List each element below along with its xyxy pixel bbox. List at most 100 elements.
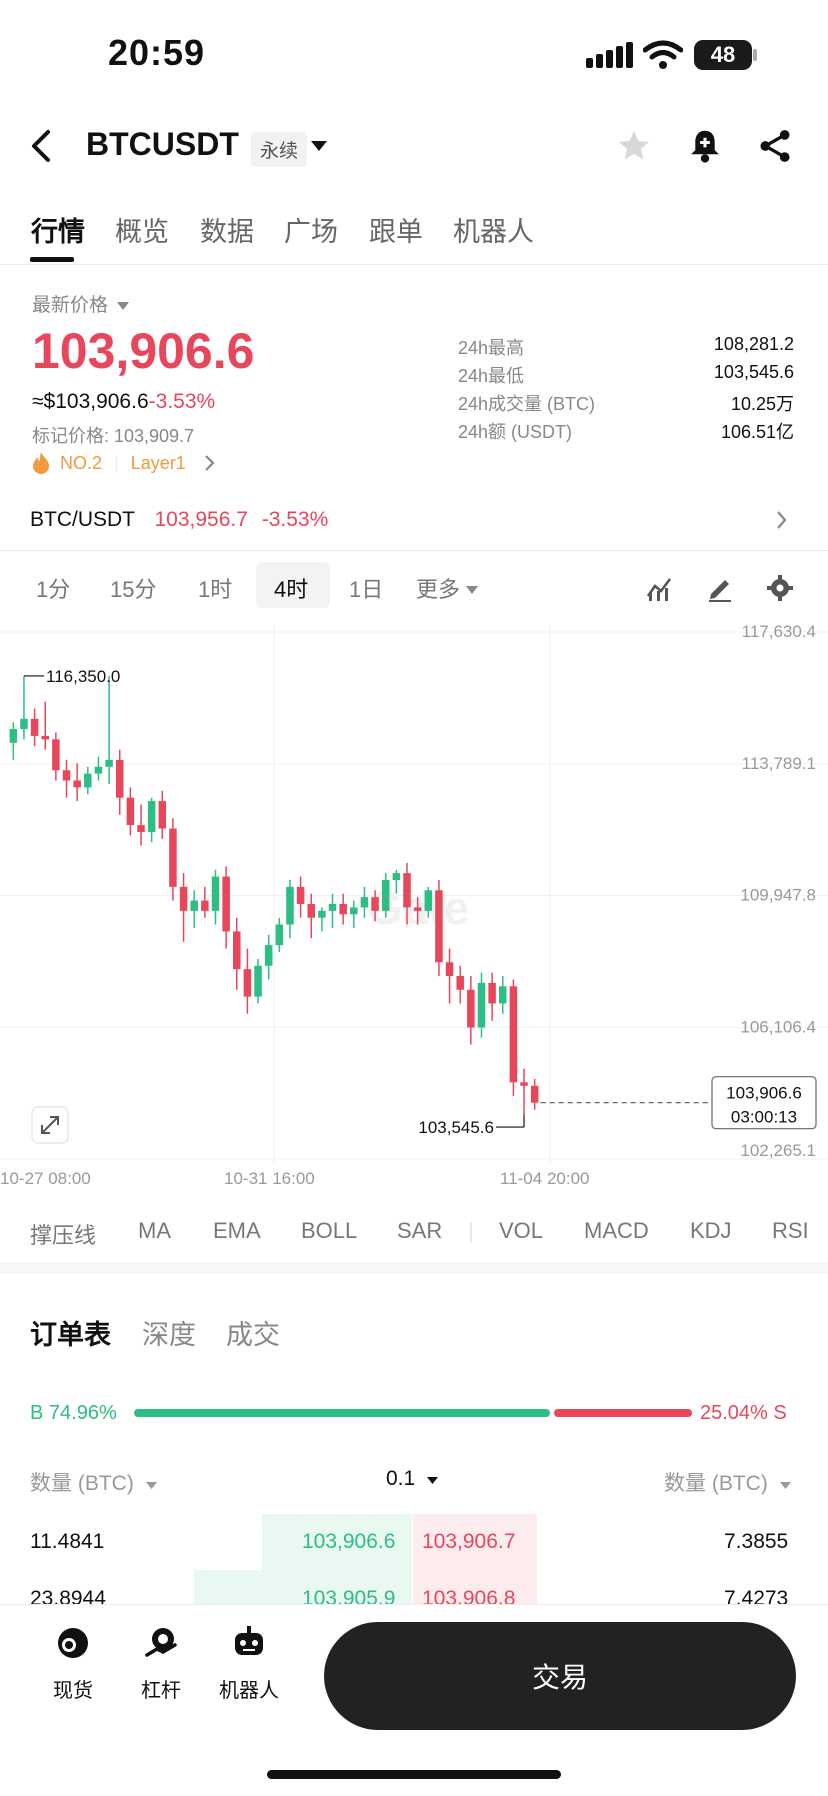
mark-price: 标记价格: 103,909.7 <box>32 426 195 446</box>
candle-body <box>233 931 241 970</box>
rank-tag-row[interactable]: NO.2 | Layer1 <box>30 451 216 475</box>
indicator-sar[interactable]: SAR <box>397 1218 443 1243</box>
indicator-ma[interactable]: MA <box>138 1218 171 1243</box>
candle-body <box>41 735 49 740</box>
indicator-icon[interactable] <box>645 574 673 607</box>
candle-body <box>84 773 92 788</box>
indicator-divider: | <box>468 1218 474 1243</box>
spot-coin-icon <box>58 1628 88 1658</box>
back-icon[interactable] <box>28 128 54 169</box>
candle-body <box>211 876 220 911</box>
tab-square[interactable]: 广场 <box>284 217 338 247</box>
candle-body <box>381 879 390 911</box>
timeframe-more[interactable]: 更多 <box>416 577 461 602</box>
candle-body <box>9 729 18 743</box>
candle-body <box>254 965 262 997</box>
trade-button[interactable]: 交易 <box>324 1622 796 1730</box>
draw-pen-icon[interactable] <box>706 574 734 607</box>
symbol-dropdown-icon[interactable] <box>311 140 327 158</box>
nav-spot[interactable]: 现货 <box>28 1625 118 1703</box>
timeframe-15m[interactable]: 15分 <box>110 577 157 602</box>
last-price-label[interactable]: 最新价格 <box>32 290 130 317</box>
ask-qty: 7.3855 <box>724 1530 789 1553</box>
sell-ratio-label: 25.04% S <box>700 1402 787 1424</box>
battery-icon: 48 <box>694 40 752 70</box>
candle-body <box>62 770 71 781</box>
candle-body <box>509 986 518 1083</box>
candlestick-chart[interactable]: 117,630.4 113,789.1 109,947.8 106,106.4 102,… <box>0 622 828 1188</box>
candle-body <box>243 969 252 997</box>
candle-body <box>456 976 464 990</box>
candle-body <box>147 801 156 832</box>
symbol-title[interactable]: BTCUSDT <box>86 126 239 162</box>
indicator-boll[interactable]: BOLL <box>301 1218 358 1243</box>
expand-icon <box>41 1116 59 1134</box>
precision-selector[interactable]: 0.1 <box>386 1467 439 1491</box>
indicator-macd[interactable]: MACD <box>584 1218 649 1243</box>
spot-chevron-icon[interactable] <box>776 510 788 535</box>
sell-ratio-fill <box>554 1409 692 1417</box>
buy-sell-ratio-bar <box>134 1409 692 1417</box>
candle-body <box>94 766 103 774</box>
stat-turnover-label: 24h额 (USDT) <box>458 422 573 442</box>
usd-equiv-line: ≈$103,906.6-3.53% <box>32 390 215 414</box>
stat-volume-label: 24h成交量 (BTC) <box>458 394 596 414</box>
tab-copy-trade[interactable]: 跟单 <box>369 217 423 247</box>
tab-underline <box>30 257 74 262</box>
favorite-star-icon[interactable] <box>616 128 652 169</box>
tab-data[interactable]: 数据 <box>200 217 254 247</box>
tab-overview[interactable]: 概览 <box>115 217 169 247</box>
share-icon[interactable] <box>758 128 792 169</box>
timeframe-1d[interactable]: 1日 <box>349 577 384 602</box>
chart-settings-gear-icon[interactable] <box>766 574 794 607</box>
indicator-support-resistance[interactable]: 撑压线 <box>30 1223 97 1248</box>
spot-row[interactable]: BTC/USDT 103,956.7 -3.53% <box>30 508 328 532</box>
indicator-kdj[interactable]: KDJ <box>690 1218 732 1243</box>
nav-leverage[interactable]: 杠杆 <box>116 1625 206 1703</box>
candle-body <box>30 718 39 736</box>
tab-trades[interactable]: 成交 <box>226 1320 280 1350</box>
high-marker-label: 116,350.0 <box>46 667 120 686</box>
candle-body <box>275 924 284 946</box>
caret-down-icon <box>117 302 130 310</box>
nav-bot-label: 机器人 <box>219 1680 279 1702</box>
nav-bot[interactable]: 机器人 <box>204 1625 294 1703</box>
candle-body <box>360 897 369 908</box>
qty-header-left[interactable]: 数量 (BTC) <box>30 1467 157 1497</box>
battery-tip <box>753 49 757 61</box>
timeframe-4h[interactable]: 4时 <box>274 577 309 602</box>
candle-body <box>307 903 315 918</box>
current-price-box <box>711 1076 817 1130</box>
qty-header-left-text: 数量 (BTC) <box>30 1472 134 1495</box>
tab-bot[interactable]: 机器人 <box>453 217 534 247</box>
qty-header-right[interactable]: 数量 (BTC) <box>664 1467 791 1497</box>
indicator-vol[interactable]: VOL <box>499 1218 544 1243</box>
timeframe-1h[interactable]: 1时 <box>198 577 233 602</box>
chart-canvas[interactable]: 117,630.4 113,789.1 109,947.8 106,106.4 102,… <box>0 622 828 1188</box>
indicator-ema[interactable]: EMA <box>213 1218 261 1243</box>
tab-depth[interactable]: 深度 <box>142 1320 196 1350</box>
indicator-rsi[interactable]: RSI <box>772 1218 809 1243</box>
tab-orderbook[interactable]: 订单表 <box>30 1320 111 1350</box>
candle-body <box>190 900 198 911</box>
more-caret-icon[interactable] <box>466 582 478 600</box>
price-alert-icon[interactable] <box>688 128 722 169</box>
candle-body <box>169 828 177 887</box>
usd-equiv: ≈$103,906.6 <box>32 390 149 413</box>
ask-depth-bar <box>413 1514 537 1604</box>
current-price-label: 103,906.6 <box>726 1084 802 1103</box>
stat-turnover-value: 106.51亿 <box>720 422 794 442</box>
tab-market[interactable]: 行情 <box>31 217 85 247</box>
y-tick-label: 106,106.4 <box>740 1017 816 1036</box>
home-indicator <box>267 1770 561 1779</box>
leverage-icon <box>145 1628 177 1657</box>
candle-body <box>52 739 60 771</box>
timeframe-1m[interactable]: 1分 <box>36 577 71 602</box>
spot-pair: BTC/USDT <box>30 508 135 531</box>
spot-price: 103,956.7 <box>154 508 248 531</box>
candle-body <box>339 903 347 915</box>
chevron-right-icon <box>204 455 215 471</box>
buy-ratio-label: B 74.96% <box>30 1402 117 1424</box>
candle-body <box>264 945 273 966</box>
divider <box>0 550 828 551</box>
